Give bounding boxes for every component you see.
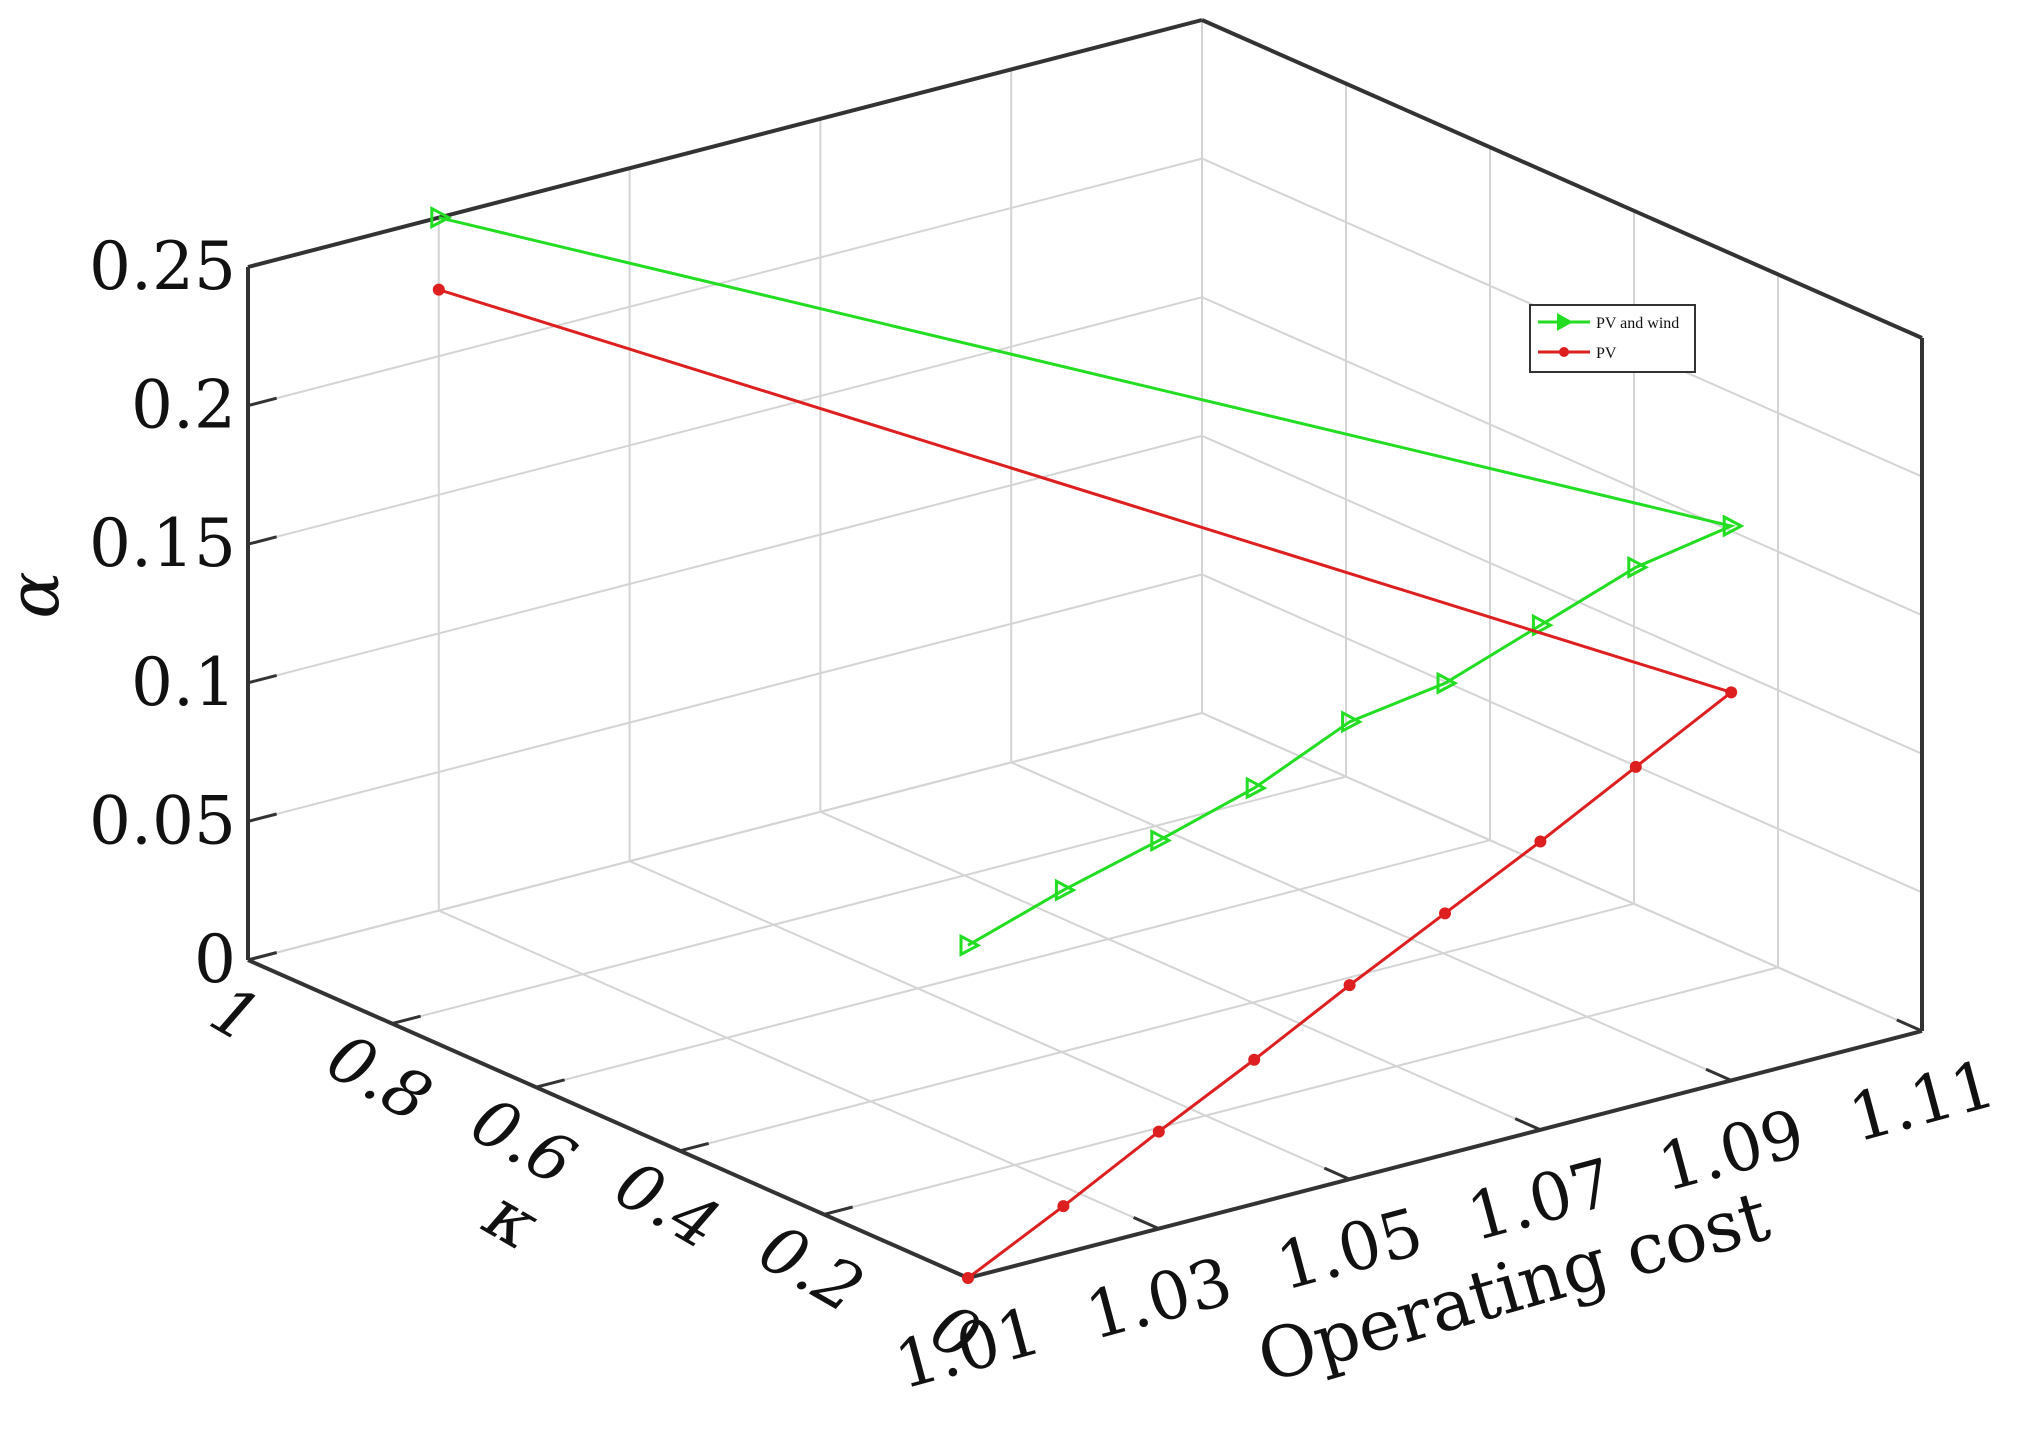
data-point	[1150, 829, 1173, 853]
grid-line-floor-y	[679, 902, 1635, 1152]
data-point	[1343, 979, 1356, 992]
grid-line-back-z	[247, 157, 1203, 407]
series-line	[438, 216, 1736, 947]
x-tick-label: 1.11	[1841, 1045, 2003, 1157]
z-tick-mark	[247, 396, 277, 408]
x-tick-mark	[1514, 1117, 1542, 1132]
z-tick-label: 0.2	[131, 367, 236, 444]
x-tick-mark	[1705, 1067, 1732, 1082]
z-tick-label: 0.25	[89, 228, 236, 305]
grid-line-back-z	[247, 712, 1203, 961]
y-tick-mark	[391, 1014, 421, 1026]
y-tick-mark	[679, 1141, 709, 1153]
grid-line-floor-x	[1010, 761, 1732, 1082]
z-tick-label: 0.15	[89, 505, 236, 582]
data-point	[1439, 907, 1451, 920]
data-point	[1248, 1053, 1261, 1066]
data-point	[1054, 878, 1077, 902]
data-point	[1531, 613, 1554, 637]
grid-line-back-z	[247, 434, 1203, 684]
series-line	[438, 288, 1735, 1280]
data-point	[1245, 776, 1268, 800]
x-tick-label: 1.03	[1078, 1243, 1240, 1355]
data-point	[1725, 686, 1738, 699]
grid-line-back-z	[247, 573, 1203, 823]
z-tick-label: 0	[194, 921, 236, 998]
legend-label-pv-wind: PV and wind	[1596, 315, 1679, 332]
y-tick-mark	[823, 1205, 853, 1216]
series-pv-and-wind	[430, 206, 1745, 957]
axes-box	[246, 18, 1924, 1280]
y-axis-line	[247, 958, 969, 1280]
legend-marker-pv-wind	[1557, 313, 1573, 331]
x-tick-mark	[1896, 1018, 1923, 1033]
grid-line-back-z	[247, 296, 1203, 546]
grid-line-side-z	[1201, 296, 1923, 617]
grid-line-side-z	[1201, 712, 1923, 1032]
legend-marker-pv	[1559, 347, 1569, 357]
grid-line-floor-y	[391, 775, 1347, 1025]
data-point	[1341, 710, 1363, 734]
z-tick-mark	[247, 951, 277, 962]
z-tick-mark	[247, 258, 277, 269]
legend-label-pv: PV	[1596, 345, 1617, 362]
series-layer	[430, 206, 1745, 1284]
series-pv	[432, 283, 1738, 1284]
grid-line-side-z	[1201, 573, 1923, 894]
data-point	[1057, 1200, 1070, 1213]
z-tick-mark	[247, 535, 277, 546]
z-tick-mark	[247, 673, 277, 685]
data-point	[959, 933, 982, 957]
z-tick-label: 0.05	[89, 782, 236, 859]
z-tick-label: 0.1	[131, 644, 236, 721]
data-point	[1534, 835, 1547, 848]
z-tick-mark	[247, 812, 277, 823]
grid-line-floor-y	[535, 839, 1491, 1089]
data-point	[1152, 1125, 1165, 1138]
data-point	[432, 283, 445, 296]
box-edge-top-side	[1201, 18, 1923, 340]
grid-line-floor-x	[629, 860, 1351, 1181]
data-point	[430, 206, 453, 230]
data-point	[962, 1272, 974, 1284]
legend: PV and wind PV	[1529, 304, 1696, 373]
data-point	[1627, 555, 1650, 579]
x-axis-line	[967, 1029, 1923, 1280]
data-point	[1629, 760, 1642, 773]
data-point	[1436, 671, 1459, 695]
grid-line-side-z	[1201, 434, 1923, 755]
box-edge-top-back	[247, 18, 1203, 269]
grid-line-floor-x	[438, 909, 1160, 1230]
z-axis-label: α	[0, 571, 75, 618]
x-tick-mark	[1323, 1166, 1351, 1181]
x-tick-mark	[1132, 1216, 1160, 1230]
y-tick-mark	[535, 1078, 565, 1089]
data-point	[1722, 514, 1745, 538]
grid-line-floor-x	[819, 810, 1541, 1131]
grid-line-floor-y	[823, 966, 1779, 1216]
